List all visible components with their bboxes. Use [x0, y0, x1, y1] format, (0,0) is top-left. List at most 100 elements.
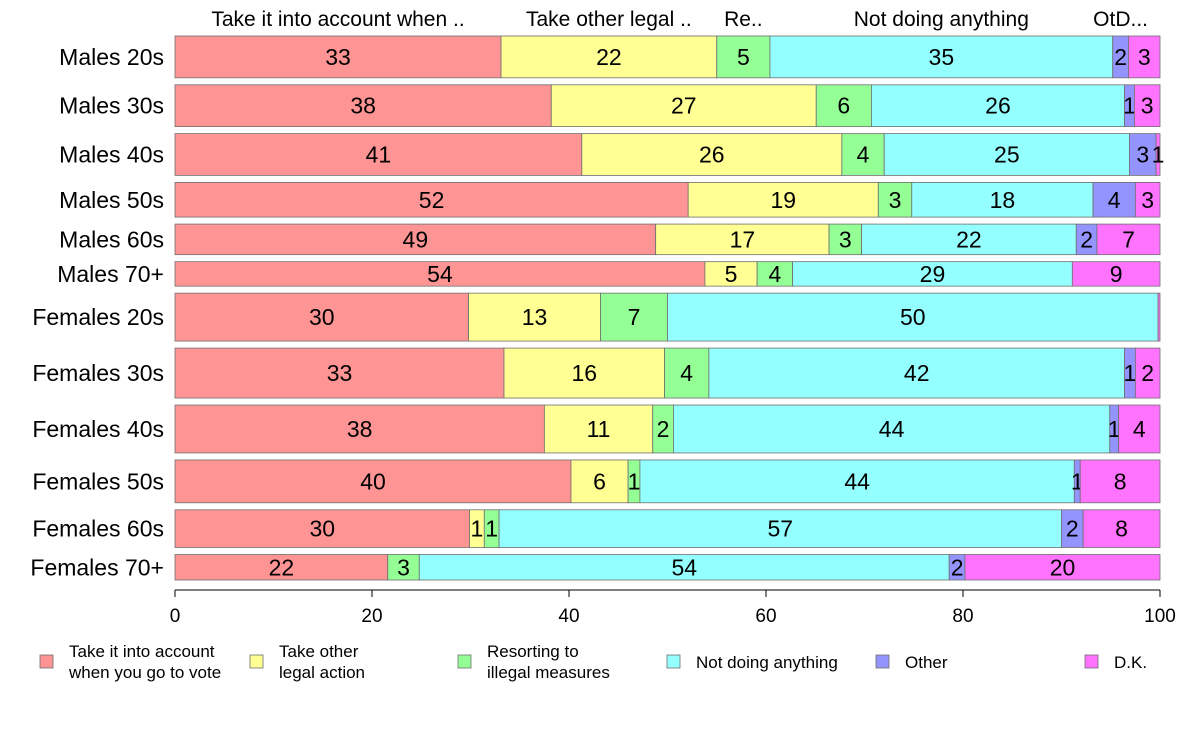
bar-segment [1128, 35, 1161, 79]
data-label: 1 [628, 468, 641, 494]
data-label: 7 [1122, 226, 1135, 252]
data-label: 13 [522, 304, 548, 330]
data-label: 3 [889, 187, 902, 213]
data-label: 35 [929, 44, 955, 70]
data-label: 1 [1108, 416, 1121, 442]
x-tick-label: 20 [361, 606, 382, 627]
data-label: 8 [1115, 516, 1128, 542]
data-label: 4 [680, 360, 693, 386]
bar-segment [174, 223, 657, 256]
category-label: Males 50s [59, 187, 164, 213]
bar-segment [964, 554, 1161, 581]
data-label: 3 [1138, 44, 1151, 70]
legend-label: Take other [279, 642, 359, 661]
legend-label: D.K. [1114, 653, 1147, 672]
top-label: Take it into account when .. [211, 8, 464, 31]
bar-segment [1079, 459, 1161, 504]
data-label: 41 [366, 142, 392, 168]
category-label: Males 20s [59, 44, 164, 70]
data-label: 1 [485, 516, 498, 542]
data-label: 38 [347, 416, 373, 442]
x-tick-label: 0 [170, 606, 181, 627]
legend-label: Other [905, 653, 948, 672]
data-label: 30 [309, 516, 335, 542]
legend-label: when you go to vote [68, 663, 221, 682]
data-label: 5 [725, 261, 738, 287]
data-label: 25 [994, 142, 1020, 168]
data-label: 22 [956, 226, 982, 252]
x-tick-label: 60 [755, 606, 776, 627]
bar-segment [655, 223, 830, 256]
legend-label: legal action [279, 663, 365, 682]
bar-segment [716, 35, 771, 79]
data-label: 3 [1136, 142, 1149, 168]
legend-swatch [666, 654, 681, 669]
bar-segment [174, 459, 572, 504]
data-label: 42 [904, 360, 930, 386]
bar-segment [815, 84, 872, 128]
data-label: 54 [671, 554, 697, 580]
bar-segment [756, 261, 793, 287]
bar-segment [174, 84, 552, 128]
data-label: 6 [837, 93, 850, 119]
data-label: 3 [839, 226, 852, 252]
data-label: 19 [770, 187, 796, 213]
data-label: 49 [403, 226, 429, 252]
bar-segment [543, 404, 654, 454]
data-label: 57 [767, 516, 793, 542]
category-label: Males 30s [59, 93, 164, 119]
x-axis: 0 20 40 60 80 100 [170, 589, 1176, 627]
top-category-labels: Take it into account when .. Take other l… [211, 8, 1148, 31]
bar-segment [1134, 182, 1161, 218]
bar-segment [1096, 223, 1161, 256]
data-label: 50 [900, 304, 926, 330]
legend-label: illegal measures [487, 663, 610, 682]
legend-swatch [457, 654, 472, 669]
category-label: Females 60s [32, 516, 164, 542]
legend-label: Resorting to [487, 642, 579, 661]
data-label: 2 [1141, 360, 1154, 386]
category-label: Females 30s [32, 360, 164, 386]
data-label: 20 [1050, 554, 1076, 580]
data-label: 4 [1133, 416, 1146, 442]
bar-segment [174, 347, 505, 399]
top-label: OtD... [1093, 8, 1148, 31]
bar-segment [883, 133, 1130, 176]
data-label: 4 [768, 261, 781, 287]
bar-segment [1071, 261, 1161, 287]
bar-segment [1157, 292, 1161, 342]
bar-segment [600, 292, 668, 342]
data-label: 1 [1123, 93, 1136, 119]
data-label: 11 [587, 416, 611, 442]
bar-segment [664, 347, 710, 399]
data-label: 44 [844, 468, 870, 494]
top-label: Take other legal .. [526, 8, 692, 31]
bar-segment [174, 509, 470, 548]
data-label: 52 [419, 187, 445, 213]
category-label: Females 50s [32, 468, 164, 494]
data-label: 26 [699, 142, 725, 168]
data-label: 4 [1108, 187, 1121, 213]
bar-segment [639, 459, 1075, 504]
bar-segment [687, 182, 879, 218]
category-label: Males 60s [59, 226, 164, 252]
bar-segment [387, 554, 420, 581]
bar-segment [667, 292, 1159, 342]
data-label: 18 [990, 187, 1016, 213]
data-label: 1 [1124, 360, 1137, 386]
data-label: 7 [628, 304, 641, 330]
data-label: 2 [951, 554, 964, 580]
top-label: Re.. [724, 8, 763, 31]
bar-segment [1133, 84, 1161, 128]
data-label: 8 [1114, 468, 1127, 494]
bar-segment [704, 261, 758, 287]
data-label: 2 [1080, 226, 1093, 252]
category-label: Females 20s [32, 304, 164, 330]
data-label: 3 [397, 554, 410, 580]
data-label: 1 [471, 516, 484, 542]
bar-segment [174, 35, 502, 79]
bars-area: 33 22 5 35 2 338 27 6 26 1 341 26 4 25 3 152 19 3 18 4 349 17… [174, 35, 1164, 581]
data-label: 3 [1141, 93, 1154, 119]
bar-segment [581, 133, 843, 176]
bar-segment [498, 509, 1062, 548]
